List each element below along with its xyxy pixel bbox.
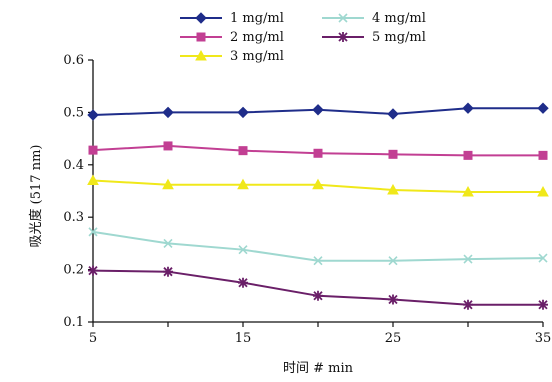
data-point-marker	[237, 178, 249, 190]
x-tick-label: 25	[385, 331, 402, 346]
data-point-marker	[196, 32, 206, 42]
x-tick-label: 5	[89, 331, 97, 346]
series-1	[87, 102, 549, 121]
legend-label: 5 mg/ml	[372, 30, 426, 45]
series-4	[88, 227, 548, 266]
y-tick-label: 0.5	[63, 105, 84, 120]
data-point-marker	[88, 265, 98, 276]
y-tick-label: 0.1	[63, 315, 84, 330]
data-point-marker	[162, 106, 174, 119]
data-point-marker	[538, 299, 548, 310]
data-point-marker	[238, 245, 248, 255]
data-point-marker	[338, 32, 348, 42]
data-point-marker	[462, 102, 474, 114]
data-point-marker	[88, 145, 98, 155]
legend-item: 2 mg/ml	[180, 30, 284, 45]
legend-item: 5 mg/ml	[322, 30, 426, 45]
data-point-marker	[387, 183, 399, 195]
data-point-marker	[88, 227, 98, 237]
data-point-marker	[195, 49, 207, 61]
legend-label: 4 mg/ml	[372, 11, 426, 26]
data-point-marker	[195, 12, 207, 24]
y-tick-label: 0.2	[63, 263, 84, 278]
data-point-marker	[537, 186, 549, 197]
y-tick-label: 0.4	[63, 158, 84, 173]
data-point-marker	[163, 266, 173, 277]
data-point-marker	[162, 178, 174, 190]
data-point-marker	[163, 141, 173, 151]
data-point-marker	[538, 150, 548, 160]
x-tick-label: 15	[235, 331, 252, 346]
data-point-marker	[313, 148, 323, 158]
y-axis-title: 吸光度 (517 nm)	[28, 145, 44, 248]
data-point-marker	[312, 104, 324, 116]
data-point-marker	[238, 146, 248, 156]
data-point-marker	[537, 102, 549, 114]
data-point-marker	[388, 256, 398, 266]
data-point-marker	[388, 294, 398, 305]
data-point-marker	[312, 178, 324, 190]
series-2	[88, 141, 548, 160]
data-point-marker	[463, 299, 473, 310]
data-point-marker	[338, 13, 348, 23]
legend-item: 1 mg/ml	[180, 11, 284, 26]
y-tick-label: 0.3	[63, 210, 84, 225]
series-5	[88, 265, 548, 310]
legend-label: 2 mg/ml	[230, 30, 284, 45]
data-point-marker	[463, 150, 473, 160]
data-point-marker	[463, 254, 473, 264]
legend-label: 3 mg/ml	[230, 49, 284, 64]
data-point-marker	[387, 108, 399, 120]
data-point-marker	[238, 277, 248, 288]
series-3	[87, 174, 549, 197]
data-point-marker	[237, 106, 249, 119]
data-point-marker	[313, 290, 323, 301]
data-point-marker	[163, 238, 173, 248]
series-line	[92, 230, 544, 262]
data-point-marker	[87, 174, 99, 186]
x-tick-label: 35	[535, 331, 552, 346]
data-point-marker	[87, 109, 99, 121]
legend-item: 4 mg/ml	[322, 11, 426, 26]
x-axis-title: 时间 # min	[283, 361, 354, 376]
data-point-marker	[538, 253, 548, 263]
legend-item: 3 mg/ml	[180, 49, 284, 64]
data-point-marker	[388, 149, 398, 159]
y-tick-label: 0.6	[63, 53, 84, 68]
data-point-marker	[462, 186, 474, 197]
legend-label: 1 mg/ml	[230, 11, 284, 26]
data-point-marker	[313, 256, 323, 266]
